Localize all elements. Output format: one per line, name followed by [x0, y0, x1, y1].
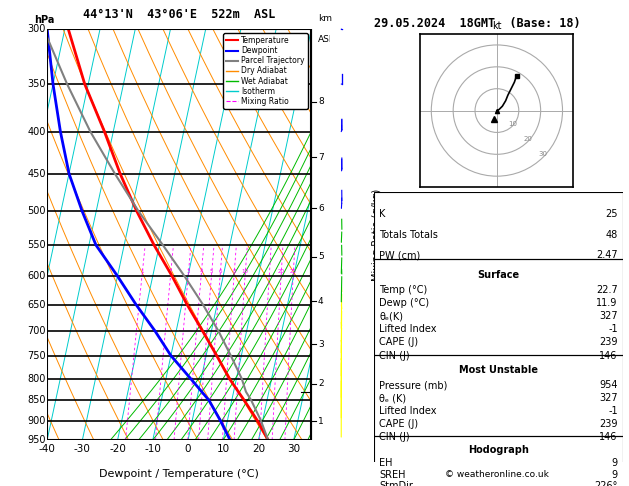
Text: 400: 400 — [28, 127, 46, 137]
Text: 800: 800 — [28, 374, 46, 383]
Text: 239: 239 — [599, 419, 618, 429]
Text: 1: 1 — [140, 269, 143, 274]
Text: 350: 350 — [27, 79, 46, 89]
Text: 9: 9 — [611, 470, 618, 480]
Text: 700: 700 — [27, 326, 46, 336]
Text: 950: 950 — [27, 435, 46, 445]
Text: Lifted Index: Lifted Index — [379, 406, 437, 416]
Text: 239: 239 — [599, 337, 618, 347]
Text: 5: 5 — [318, 252, 324, 261]
Text: θₑ(K): θₑ(K) — [379, 311, 403, 321]
Text: -10: -10 — [145, 444, 161, 454]
Text: 6: 6 — [318, 204, 324, 213]
Text: Mixing Ratio (g/kg): Mixing Ratio (g/kg) — [372, 189, 382, 280]
Text: Dewpoint / Temperature (°C): Dewpoint / Temperature (°C) — [99, 469, 259, 479]
Text: CIN (J): CIN (J) — [379, 432, 410, 442]
Text: 2: 2 — [169, 269, 172, 274]
Text: 2: 2 — [318, 380, 323, 388]
Text: 500: 500 — [27, 206, 46, 216]
Text: 146: 146 — [599, 432, 618, 442]
Text: CIN (J): CIN (J) — [379, 350, 410, 361]
Text: 4: 4 — [199, 269, 203, 274]
Text: 44°13'N  43°06'E  522m  ASL: 44°13'N 43°06'E 522m ASL — [83, 8, 276, 21]
Text: CAPE (J): CAPE (J) — [379, 337, 418, 347]
Text: PW (cm): PW (cm) — [379, 250, 420, 260]
Text: Most Unstable: Most Unstable — [459, 365, 538, 375]
Text: 550: 550 — [27, 240, 46, 250]
Text: kt: kt — [492, 21, 502, 31]
Text: 954: 954 — [599, 380, 618, 390]
Text: 327: 327 — [599, 311, 618, 321]
Text: 8: 8 — [318, 98, 324, 106]
Text: 20: 20 — [277, 269, 284, 274]
Text: 20: 20 — [252, 444, 265, 454]
Text: θₑ (K): θₑ (K) — [379, 393, 406, 403]
Text: 0: 0 — [185, 444, 191, 454]
Text: 300: 300 — [28, 24, 46, 34]
Text: Temp (°C): Temp (°C) — [379, 285, 428, 295]
Text: EH: EH — [379, 458, 392, 469]
Text: StmDir: StmDir — [379, 481, 413, 486]
Text: -1: -1 — [608, 406, 618, 416]
Text: 3: 3 — [186, 269, 190, 274]
Text: 22.7: 22.7 — [596, 285, 618, 295]
Legend: Temperature, Dewpoint, Parcel Trajectory, Dry Adiabat, Wet Adiabat, Isotherm, Mi: Temperature, Dewpoint, Parcel Trajectory… — [223, 33, 308, 109]
Text: 30: 30 — [538, 152, 547, 157]
Text: 750: 750 — [27, 350, 46, 361]
Text: Lifted Index: Lifted Index — [379, 324, 437, 334]
Text: ASL: ASL — [318, 35, 335, 44]
Text: 9: 9 — [611, 458, 618, 469]
Text: 900: 900 — [28, 416, 46, 426]
Text: 600: 600 — [28, 271, 46, 281]
Text: Dewp (°C): Dewp (°C) — [379, 298, 430, 308]
Text: CAPE (J): CAPE (J) — [379, 419, 418, 429]
Text: K: K — [379, 209, 386, 219]
Text: © weatheronline.co.uk: © weatheronline.co.uk — [445, 469, 549, 479]
Text: 10: 10 — [217, 444, 230, 454]
Text: 450: 450 — [27, 169, 46, 179]
Text: km: km — [318, 14, 332, 23]
Text: 8: 8 — [232, 269, 236, 274]
Text: 25: 25 — [290, 269, 297, 274]
Text: 3: 3 — [318, 340, 324, 348]
Text: 25: 25 — [605, 209, 618, 219]
Text: Pressure (mb): Pressure (mb) — [379, 380, 448, 390]
Text: 11.9: 11.9 — [596, 298, 618, 308]
Text: 226°: 226° — [594, 481, 618, 486]
Text: 850: 850 — [27, 395, 46, 405]
Text: 5: 5 — [209, 269, 213, 274]
Text: 48: 48 — [606, 230, 618, 240]
Text: 4: 4 — [318, 297, 323, 306]
Text: -40: -40 — [39, 444, 55, 454]
Text: 146: 146 — [599, 350, 618, 361]
Text: 650: 650 — [27, 300, 46, 310]
Text: 327: 327 — [599, 393, 618, 403]
Text: 10: 10 — [508, 121, 516, 127]
Text: SREH: SREH — [379, 470, 406, 480]
Text: 29.05.2024  18GMT  (Base: 18): 29.05.2024 18GMT (Base: 18) — [374, 17, 581, 30]
Text: LCL: LCL — [313, 387, 326, 396]
Text: 30: 30 — [287, 444, 300, 454]
Text: 10: 10 — [242, 269, 248, 274]
Text: hPa: hPa — [34, 15, 54, 25]
Text: -20: -20 — [109, 444, 126, 454]
Text: -1: -1 — [608, 324, 618, 334]
Text: 2.47: 2.47 — [596, 250, 618, 260]
Text: Totals Totals: Totals Totals — [379, 230, 438, 240]
Text: 20: 20 — [523, 136, 532, 142]
Text: -30: -30 — [74, 444, 91, 454]
Text: 6: 6 — [218, 269, 222, 274]
Text: Surface: Surface — [477, 270, 520, 280]
Text: Hodograph: Hodograph — [468, 445, 529, 455]
Text: 1: 1 — [318, 417, 324, 426]
Text: 7: 7 — [318, 153, 324, 162]
